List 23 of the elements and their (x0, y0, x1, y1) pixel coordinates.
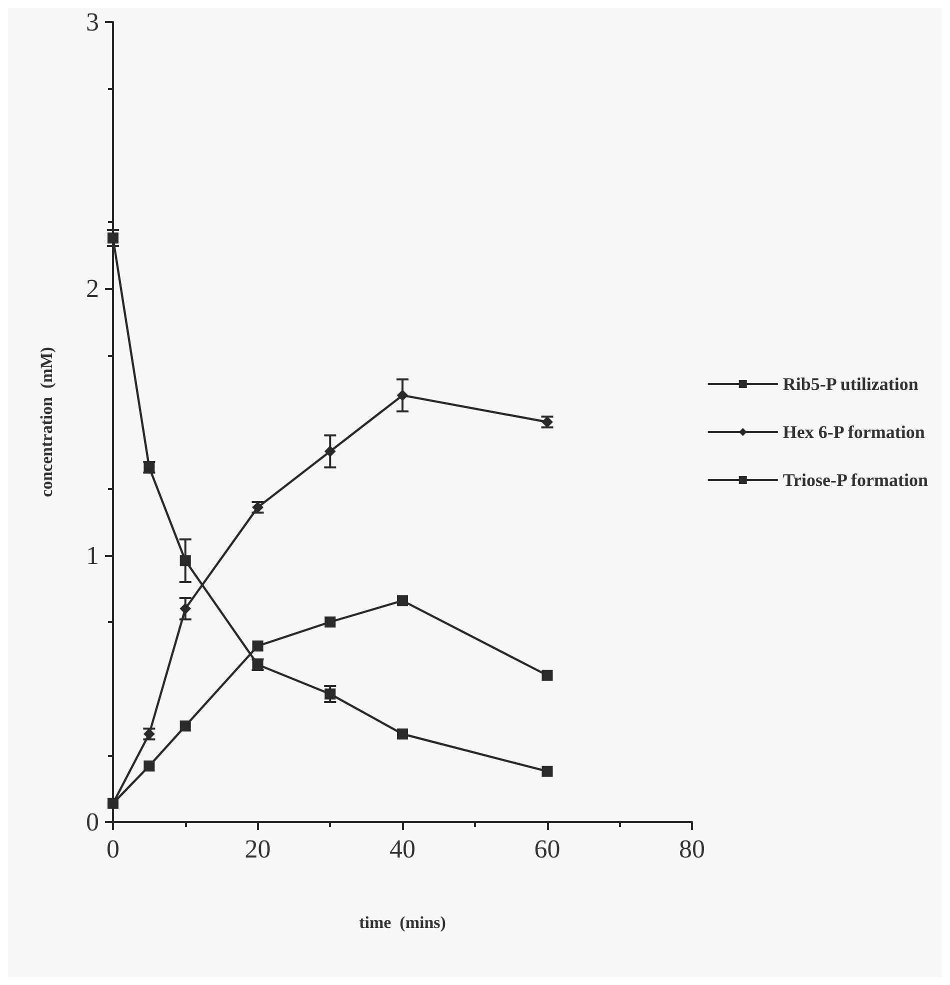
point (542, 670, 553, 681)
x-tick-label: 60 (534, 834, 560, 864)
point (144, 760, 155, 772)
point (324, 616, 336, 628)
legend-label: Hex 6-P formation (782, 422, 925, 442)
y-tick-label: 3 (86, 8, 99, 36)
point (397, 595, 408, 606)
legend-label: Rib5-P utilization (782, 374, 918, 394)
y-tick-label: 0 (86, 808, 99, 836)
legend-label: Triose-P formation (782, 470, 928, 490)
x-axis-title: time (mins) (359, 913, 446, 932)
point (108, 798, 118, 809)
x-tick-label: 80 (679, 834, 705, 864)
point (542, 766, 553, 777)
point (180, 720, 191, 732)
y-tick-label: 2 (86, 274, 99, 304)
x-tick-label: 40 (390, 834, 416, 864)
x-tick-label: 20 (244, 834, 271, 864)
y-tick-label: 1 (86, 540, 99, 570)
x-tick-label: 0 (106, 834, 120, 864)
y-axis-title: concentration (mM) (37, 346, 56, 498)
point (397, 728, 408, 740)
point (252, 640, 264, 652)
